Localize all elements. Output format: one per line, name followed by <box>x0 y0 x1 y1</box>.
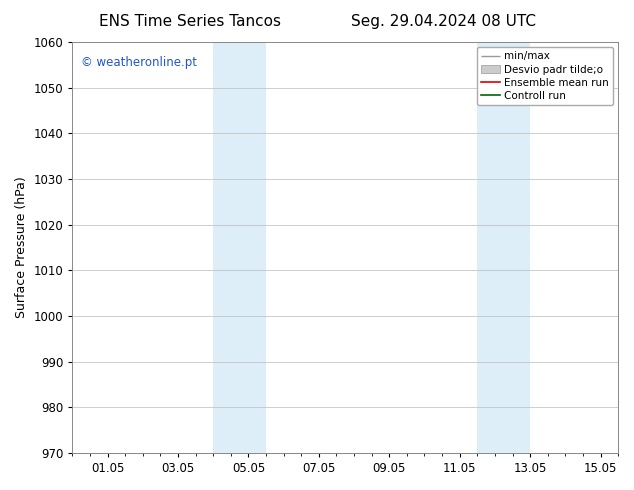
Y-axis label: Surface Pressure (hPa): Surface Pressure (hPa) <box>15 176 28 318</box>
Bar <box>213 42 266 453</box>
Legend: min/max, Desvio padr tilde;o, Ensemble mean run, Controll run: min/max, Desvio padr tilde;o, Ensemble m… <box>477 47 613 105</box>
Text: ENS Time Series Tancos: ENS Time Series Tancos <box>99 14 281 29</box>
Text: Seg. 29.04.2024 08 UTC: Seg. 29.04.2024 08 UTC <box>351 14 536 29</box>
Bar <box>477 42 530 453</box>
Text: © weatheronline.pt: © weatheronline.pt <box>81 56 197 70</box>
